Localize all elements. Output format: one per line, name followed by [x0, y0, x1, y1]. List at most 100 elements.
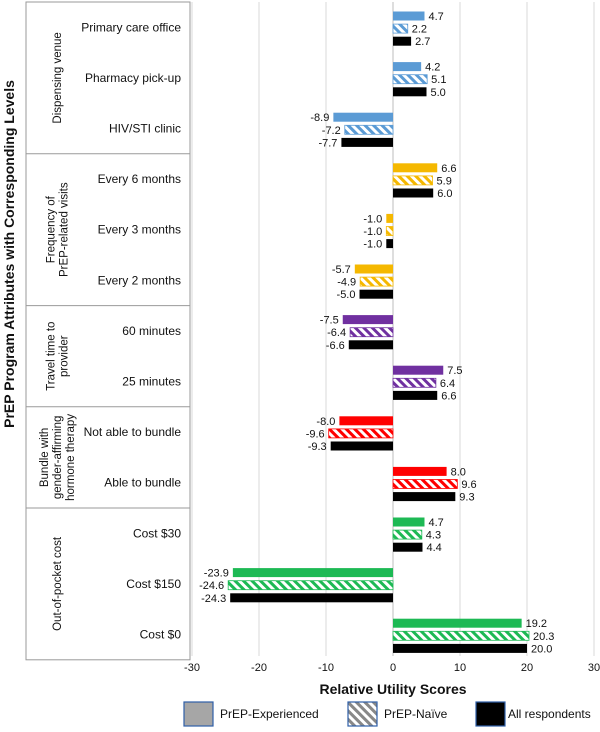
value-label: -6.6	[326, 340, 345, 352]
bar	[341, 137, 393, 147]
x-tick-label: -30	[184, 662, 200, 674]
bar	[393, 62, 422, 72]
x-tick-label: -20	[251, 662, 267, 674]
value-label: -6.4	[327, 327, 346, 339]
value-label: 8.0	[451, 466, 466, 478]
level-label: Cost $0	[140, 628, 182, 642]
legend-label: All respondents	[508, 707, 591, 721]
attribute-label: Bundle with	[39, 428, 51, 487]
value-label: 6.6	[441, 163, 456, 175]
level-label: Every 6 months	[98, 172, 181, 186]
level-label: Cost $150	[126, 577, 181, 591]
value-label: -9.3	[308, 441, 327, 453]
bar	[386, 213, 393, 223]
bar	[392, 630, 530, 641]
attribute-label: Out-of-pocket cost	[52, 536, 64, 631]
value-label: 9.6	[461, 479, 476, 491]
value-label: 6.6	[441, 390, 456, 402]
bar	[393, 365, 444, 375]
legend-swatch	[347, 701, 378, 727]
bar	[342, 315, 393, 325]
attribute-frame	[25, 1, 191, 661]
legend: PrEP-Experienced PrEP-Naïve All respondent…	[183, 701, 591, 727]
value-label: -24.6	[199, 580, 224, 592]
attribute-label: provider	[59, 335, 71, 377]
bar	[392, 479, 458, 489]
bar	[392, 74, 428, 85]
value-label: -7.2	[322, 125, 341, 137]
legend-swatch	[183, 701, 214, 727]
value-label: 5.1	[431, 74, 446, 86]
bar	[349, 327, 394, 338]
value-label: 4.2	[425, 62, 440, 74]
bar	[393, 36, 412, 46]
bar	[393, 11, 425, 21]
bar	[393, 87, 427, 97]
level-label: Pharmacy pick-up	[85, 71, 181, 85]
value-label: -8.9	[310, 112, 329, 124]
bar	[354, 264, 393, 274]
value-label: -1.0	[363, 226, 382, 238]
bar	[393, 390, 438, 400]
grid-lines	[191, 2, 595, 656]
bar	[359, 289, 393, 299]
y-axis-title: PrEP Program Attributes with Correspondi…	[1, 80, 17, 428]
value-label: -23.9	[204, 568, 229, 580]
attribute-label: Frequency of	[46, 195, 58, 263]
value-label: 4.3	[426, 530, 441, 542]
value-label: 4.4	[426, 542, 441, 554]
bar	[392, 529, 423, 540]
level-label: 25 minutes	[122, 375, 181, 389]
value-label: -5.0	[337, 289, 356, 301]
value-label: 7.5	[447, 365, 462, 377]
x-tick-label: 30	[588, 662, 600, 674]
x-axis-title: Relative Utility Scores	[319, 681, 466, 697]
value-label: -1.0	[363, 239, 382, 251]
value-label: -8.0	[316, 416, 335, 428]
value-label: -4.9	[337, 277, 356, 289]
attribute-label: hormone therapy	[65, 414, 77, 501]
level-label: 60 minutes	[122, 324, 181, 338]
value-label: 2.7	[415, 36, 430, 48]
bar	[393, 492, 456, 502]
bar	[386, 239, 393, 249]
value-label: 6.4	[440, 378, 455, 390]
value-label: -5.7	[332, 264, 351, 276]
level-label: HIV/STI clinic	[109, 122, 181, 136]
bar	[330, 441, 393, 451]
bar	[392, 175, 433, 186]
legend-swatch	[475, 701, 506, 727]
x-tick-label: -10	[318, 662, 334, 674]
attribute-label: Dispensing venue	[52, 32, 64, 123]
bars	[227, 11, 530, 653]
bar	[393, 618, 522, 628]
value-label: 19.2	[526, 618, 547, 630]
value-label: 20.3	[533, 631, 554, 643]
bar	[392, 377, 437, 388]
x-tick-label: 10	[454, 662, 466, 674]
bar	[344, 124, 394, 135]
bar	[393, 188, 434, 198]
value-label: -1.0	[363, 213, 382, 225]
labels: -30 -20 -10 0 10 20 30 Dispensing venue Primary …	[39, 11, 600, 674]
bar	[393, 643, 527, 653]
value-label: 4.7	[428, 11, 443, 23]
value-label: 5.0	[431, 87, 446, 99]
level-label: Able to bundle	[104, 476, 181, 490]
bar	[339, 416, 393, 426]
level-label: Cost $30	[133, 526, 181, 540]
value-label: -24.3	[201, 593, 226, 605]
value-label: -9.6	[306, 428, 325, 440]
bar	[227, 580, 394, 591]
bar	[393, 517, 425, 527]
value-label: 6.0	[437, 188, 452, 200]
bar	[393, 542, 423, 552]
value-label: -7.7	[318, 137, 337, 149]
level-label: Every 3 months	[98, 223, 181, 237]
bar	[385, 226, 394, 236]
bar	[393, 466, 447, 476]
level-label: Not able to bundle	[84, 425, 182, 439]
legend-label: PrEP-Experienced	[220, 707, 319, 721]
bar	[230, 593, 393, 603]
